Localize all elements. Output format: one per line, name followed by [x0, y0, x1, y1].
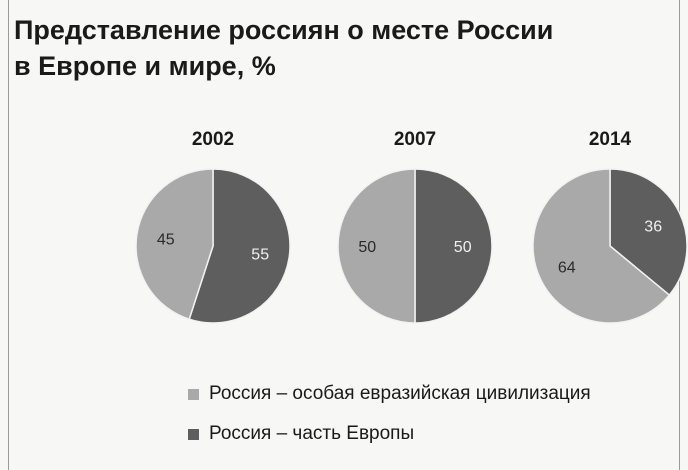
pie-label-2002-eurasian: 45: [157, 232, 175, 249]
legend-label-eurasian: Россия – особая евразийская цивилизация: [209, 383, 591, 404]
pie-year-2014: 2014: [589, 129, 632, 150]
pie-label-2002-europe: 55: [251, 247, 269, 264]
pie-year-2007: 2007: [394, 129, 436, 150]
legend: Россия – особая евразийская цивилизация …: [188, 374, 591, 454]
legend-label-europe: Россия – часть Европы: [209, 423, 415, 444]
legend-item-europe: Россия – часть Европы: [188, 414, 591, 454]
pie-slice-2014-eurasian: [532, 168, 671, 324]
pie-slice-2014-europe: [609, 168, 688, 297]
chart-title-line-2: в Европе и мире, %: [14, 51, 276, 81]
pie-label-2007-eurasian: 50: [358, 239, 376, 256]
legend-swatch-europe: [188, 428, 199, 440]
pie-label-2014-europe: 36: [644, 219, 662, 236]
pie-slice-2002-europe: [188, 168, 291, 324]
legend-swatch-eurasian: [188, 388, 199, 400]
chart-title-line-1: Представление россиян о месте России: [14, 15, 554, 45]
pie-label-2007-europe: 50: [454, 239, 472, 256]
legend-item-eurasian: Россия – особая евразийская цивилизация: [188, 374, 591, 414]
pie-year-2002: 2002: [192, 129, 234, 150]
pie-slice-2007-europe: [414, 168, 493, 324]
pie-label-2014-eurasian: 64: [558, 259, 576, 276]
chart-title: Представление россиян о месте России в Е…: [14, 12, 654, 84]
pie-slice-2007-eurasian: [337, 168, 416, 324]
pie-slice-2002-eurasian: [135, 168, 214, 321]
